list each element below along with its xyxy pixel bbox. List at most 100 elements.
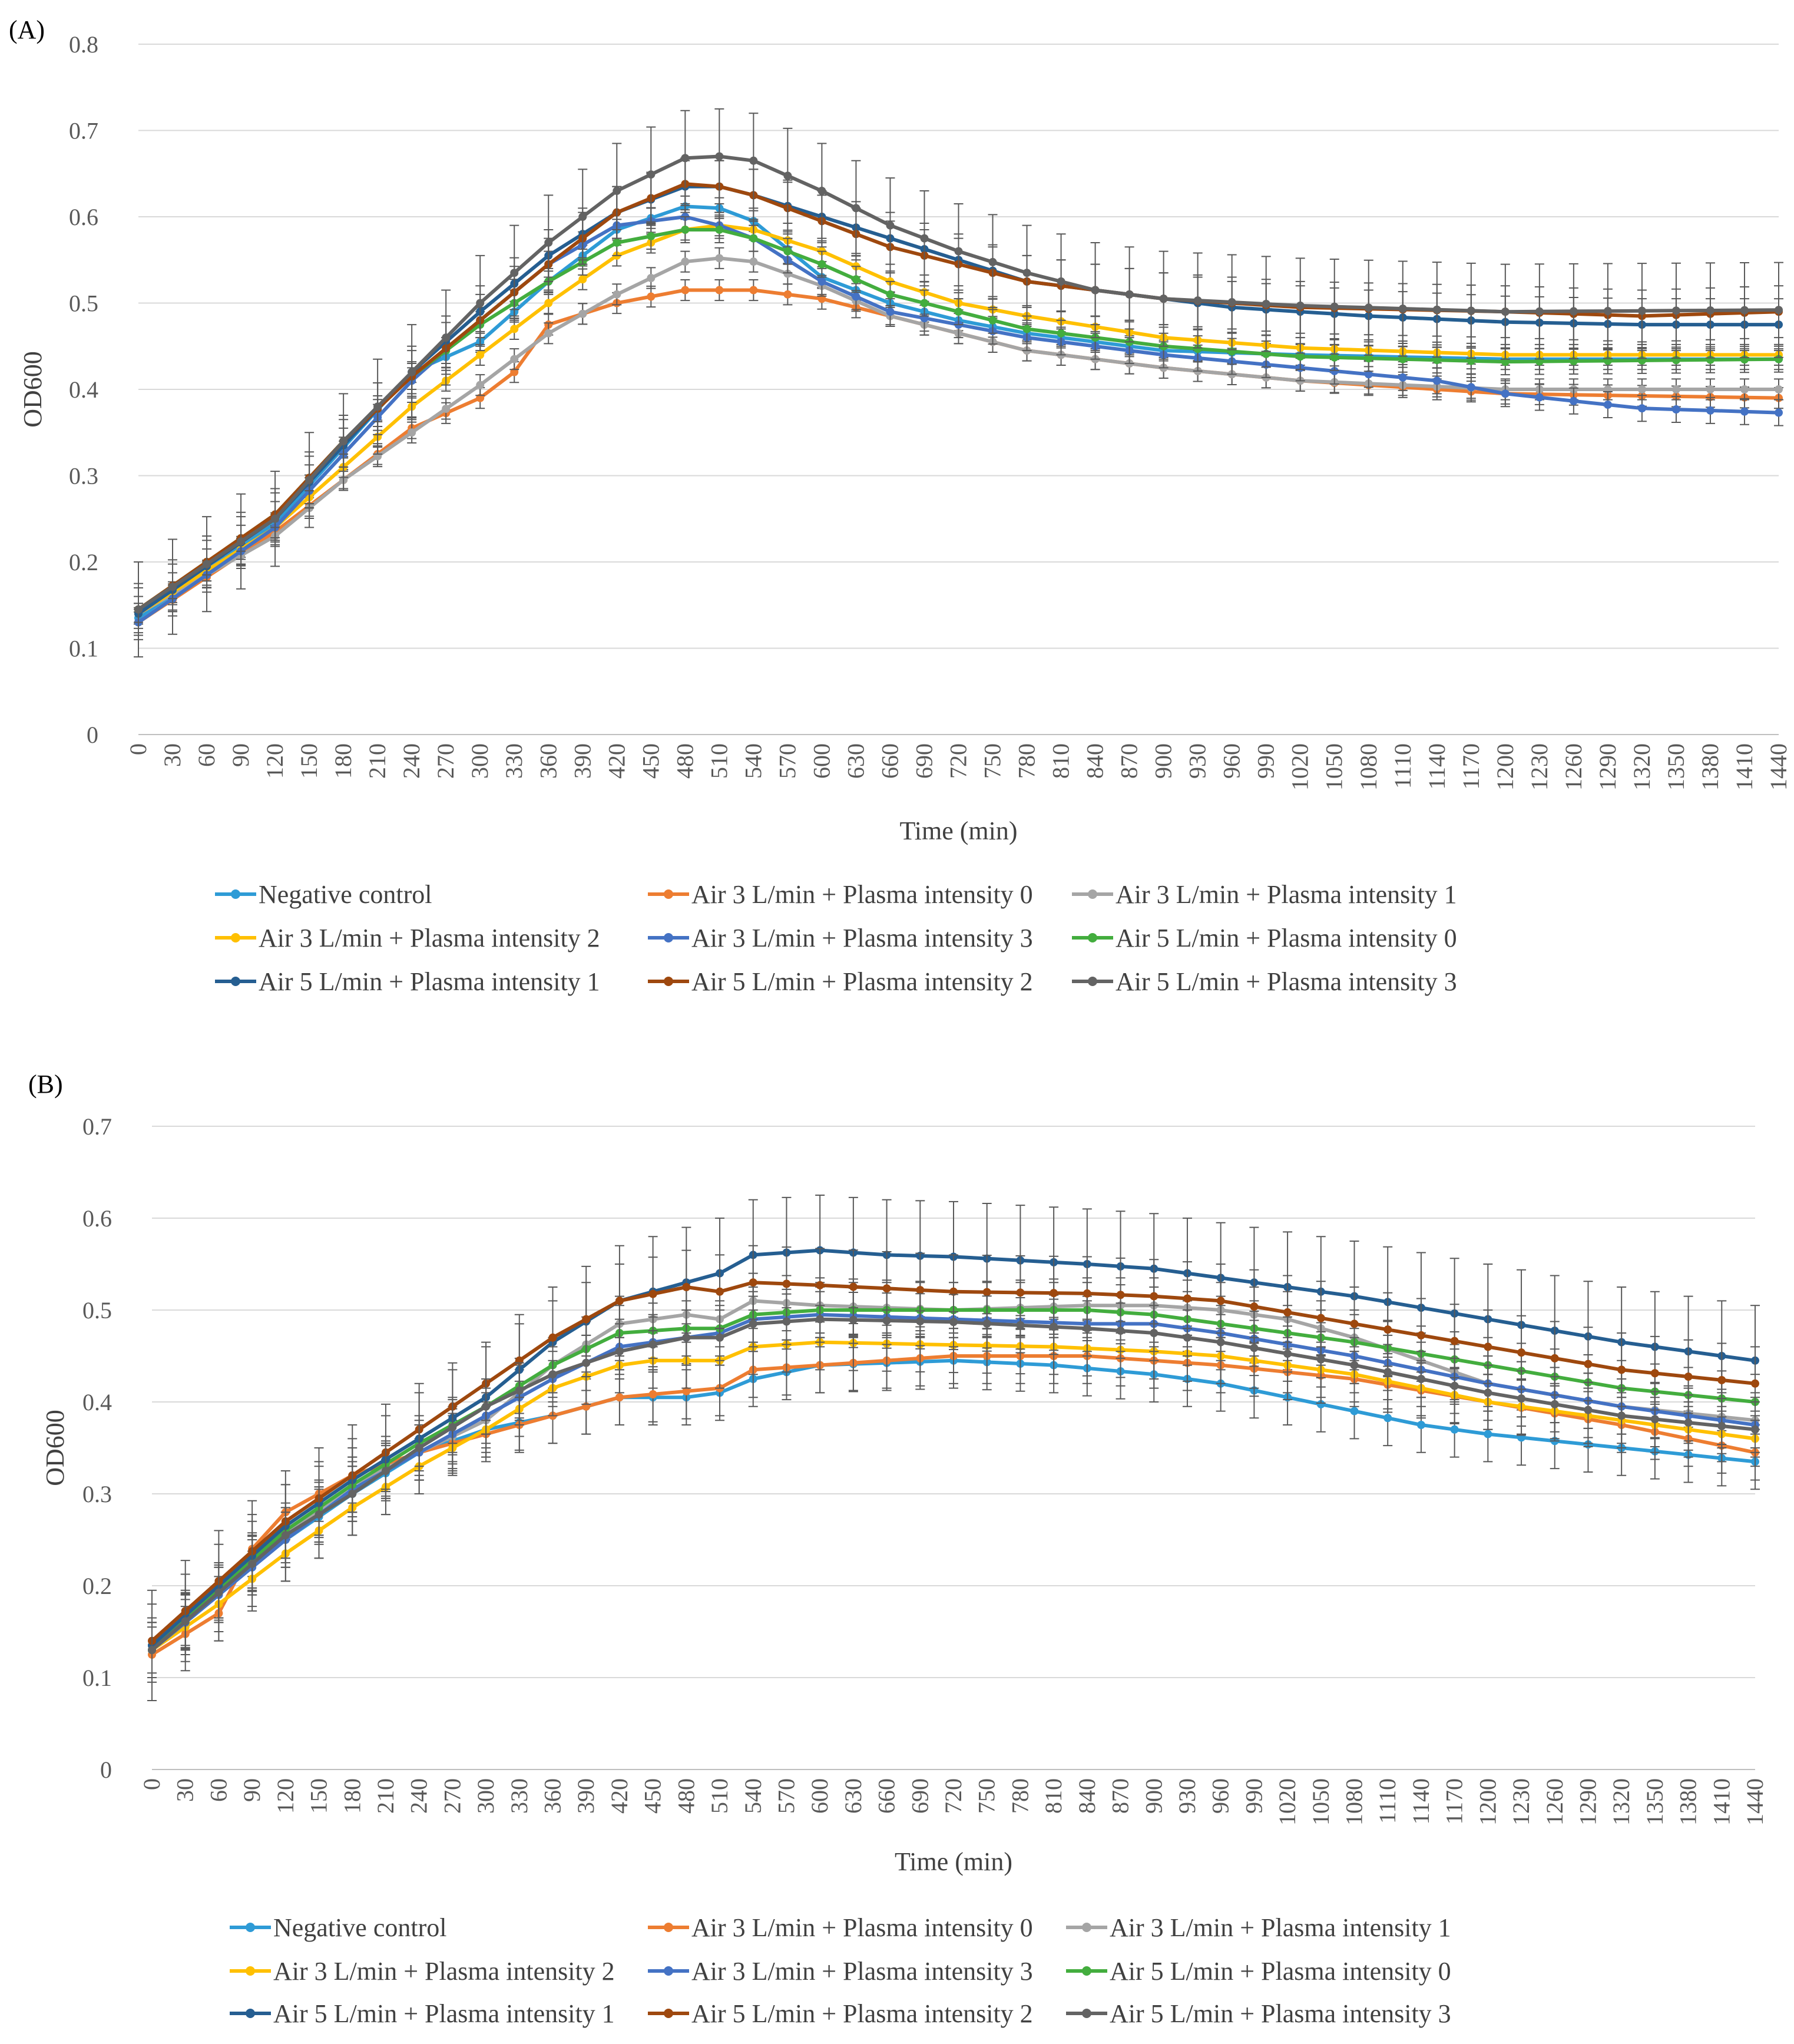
x-tick-label: 780: [1007, 1778, 1033, 1814]
data-point: [1740, 306, 1749, 315]
legend-item: Air 3 L/min + Plasma intensity 2: [230, 1957, 615, 1986]
chart-panel-0: (A) 0 0.1 0.2 0.3 0.4 0.5 0.6 0.7 0.8 0 30 60 90 120 15…: [9, 15, 1792, 996]
x-tick-label: 1050: [1321, 743, 1348, 791]
data-point: [1183, 1333, 1191, 1342]
legend-label: Air 3 L/min + Plasma intensity 2: [259, 924, 600, 952]
legend-label: Air 3 L/min + Plasma intensity 1: [1116, 880, 1457, 909]
legend-item: Air 5 L/min + Plasma intensity 2: [648, 1999, 1033, 2028]
data-point: [1398, 305, 1407, 313]
x-tick-label: 1380: [1697, 743, 1723, 791]
x-tick-label: 1440: [1765, 743, 1792, 791]
series-8: [147, 1291, 1760, 1678]
data-point: [1283, 1308, 1292, 1317]
data-point: [648, 1340, 657, 1349]
data-point: [1467, 383, 1475, 392]
data-point: [1484, 1430, 1492, 1438]
data-point: [1501, 389, 1510, 398]
data-point: [988, 316, 997, 325]
series-line: [151, 1354, 1756, 1656]
y-tick-label: 0.1: [69, 636, 98, 662]
data-point: [1022, 325, 1031, 333]
x-tick-label: 1320: [1628, 743, 1655, 791]
legend-label: Air 5 L/min + Plasma intensity 2: [691, 1999, 1033, 2028]
data-point: [749, 1278, 757, 1287]
series-0: [147, 1332, 1760, 1678]
x-tick-label: 1080: [1341, 1778, 1368, 1825]
data-point: [647, 231, 656, 240]
data-point: [1057, 329, 1065, 338]
legend-label: Air 3 L/min + Plasma intensity 2: [273, 1957, 615, 1986]
x-tick-label: 240: [398, 743, 425, 779]
x-tick-label: 270: [439, 1778, 465, 1814]
x-tick-label: 570: [774, 743, 800, 779]
legend-label: Air 5 L/min + Plasma intensity 2: [691, 967, 1033, 996]
y-tick-label: 0: [87, 722, 98, 748]
data-point: [613, 290, 621, 299]
y-tick-label: 0.3: [82, 1481, 112, 1507]
x-tick-label: 450: [640, 1778, 666, 1814]
data-point: [1584, 1360, 1593, 1368]
y-tick-label: 0.6: [69, 204, 98, 230]
data-point: [882, 1284, 891, 1293]
data-point: [1740, 407, 1749, 416]
data-point: [1083, 1289, 1091, 1298]
y-tick-label: 0.7: [82, 1113, 112, 1140]
x-tick-label: 510: [706, 1778, 733, 1814]
data-point: [1603, 307, 1612, 316]
data-point: [476, 299, 485, 307]
data-point: [148, 1646, 156, 1655]
legend-label: Air 3 L/min + Plasma intensity 1: [1110, 1913, 1451, 1942]
data-point: [1751, 1379, 1759, 1388]
legend-label: Air 5 L/min + Plasma intensity 0: [1116, 924, 1457, 952]
x-tick-label: 750: [979, 743, 1006, 779]
data-point: [916, 1286, 925, 1295]
data-point: [1364, 370, 1373, 379]
x-tick-label: 810: [1048, 743, 1074, 779]
x-tick-label: 690: [906, 1778, 933, 1814]
x-tick-label: 1290: [1594, 743, 1621, 791]
data-point: [1671, 385, 1680, 393]
legend-label: Air 5 L/min + Plasma intensity 3: [1116, 967, 1457, 996]
data-point: [920, 234, 929, 243]
data-point: [1775, 385, 1783, 393]
x-axis-title: Time (min): [899, 816, 1017, 845]
x-tick-label: 300: [466, 743, 493, 779]
x-tick-label: 1170: [1458, 743, 1484, 790]
x-tick-label: 1110: [1374, 1778, 1401, 1824]
data-point: [1150, 1329, 1159, 1337]
x-tick-label: 1140: [1408, 1778, 1434, 1825]
data-point: [715, 225, 724, 234]
legend-marker: [1088, 977, 1097, 986]
series-1: [147, 1328, 1760, 1683]
data-point: [442, 404, 451, 413]
data-point: [339, 436, 348, 445]
data-point: [1671, 306, 1680, 315]
data-point: [1193, 296, 1202, 305]
x-tick-label: 1230: [1508, 1778, 1534, 1825]
data-point: [1330, 353, 1339, 362]
data-point: [1364, 354, 1373, 363]
data-point: [168, 583, 177, 591]
legend-item: Air 3 L/min + Plasma intensity 1: [1066, 1913, 1451, 1942]
data-point: [305, 475, 314, 484]
data-point: [852, 275, 860, 284]
x-tick-label: 1200: [1492, 743, 1518, 791]
data-point: [982, 1288, 991, 1296]
data-point: [648, 1289, 657, 1298]
data-point: [1316, 1355, 1325, 1364]
legend-marker: [231, 889, 240, 899]
data-point: [415, 1444, 423, 1452]
data-point: [681, 154, 690, 163]
x-tick-label: 150: [296, 743, 322, 779]
x-tick-label: 600: [808, 743, 835, 779]
legend-marker: [664, 889, 673, 899]
x-tick-label: 420: [606, 1778, 633, 1814]
data-point: [1517, 1348, 1526, 1357]
data-point: [817, 277, 826, 286]
data-point: [1016, 1288, 1025, 1297]
legend-item: Air 3 L/min + Plasma intensity 3: [648, 1957, 1033, 1986]
data-point: [1450, 1425, 1459, 1434]
legend-item: Negative control: [215, 880, 432, 909]
data-point: [1383, 1368, 1392, 1377]
data-point: [442, 333, 451, 342]
